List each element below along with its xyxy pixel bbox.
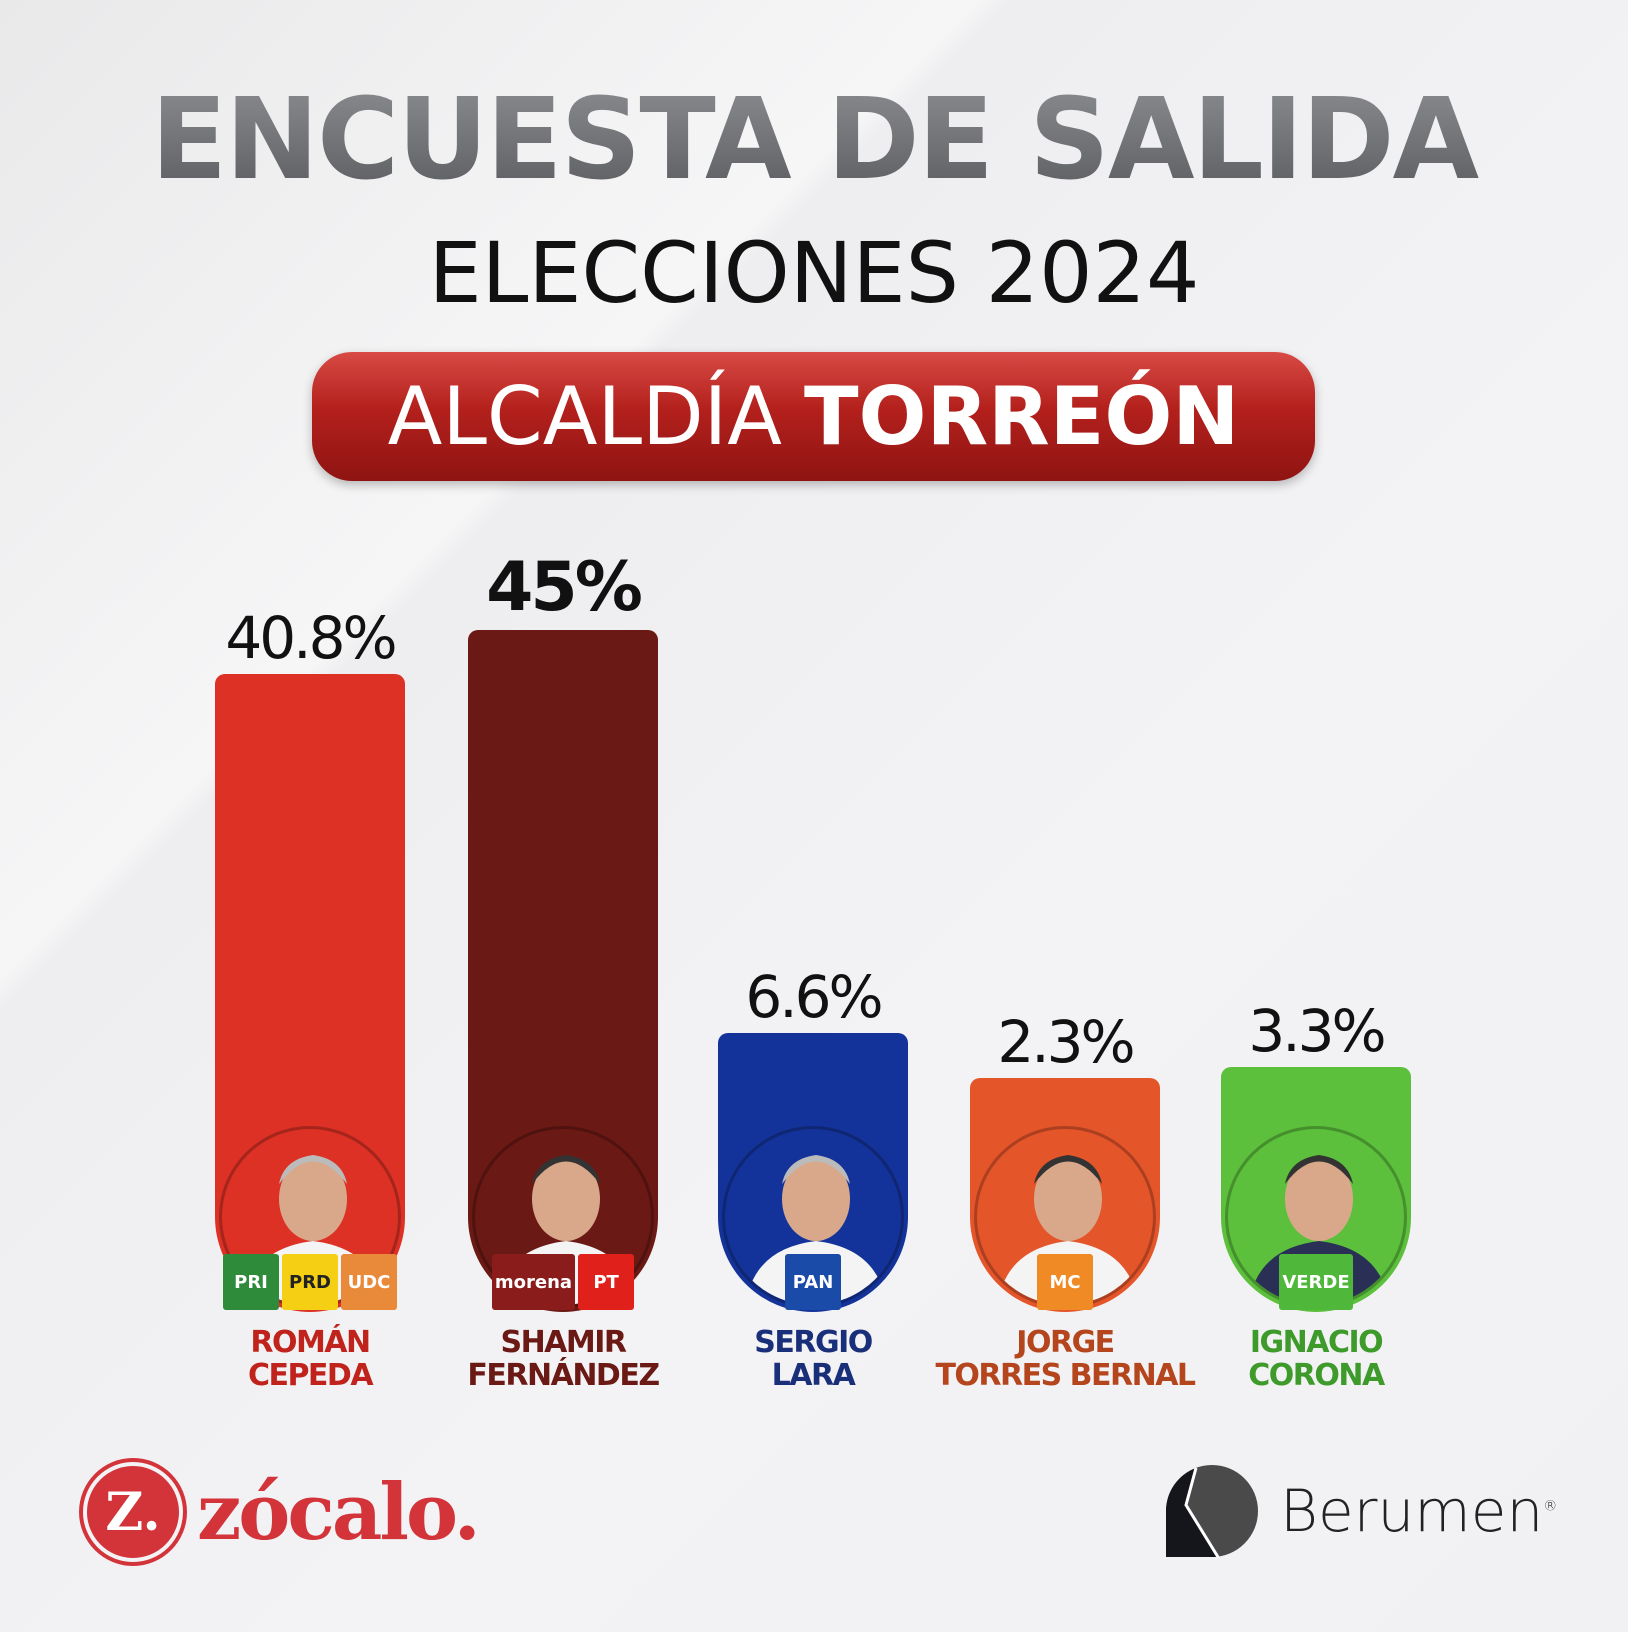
party-logo-prd: PRD [282,1254,338,1310]
party-logos-4: MC [970,1254,1160,1310]
berumen-logo: Berumen® [1166,1465,1557,1557]
party-logo-udc: UDC [341,1254,397,1310]
data-label-2: 45% [486,547,643,627]
party-logo-pt: PT [578,1254,635,1310]
candidate-first-name: SERGIO [754,1325,873,1360]
candidate-first-name: ROMÁN [250,1325,371,1360]
berumen-logo-text: Berumen [1280,1477,1544,1545]
berumen-logo-icon [1166,1465,1258,1557]
party-logos-3: PAN [718,1254,908,1310]
candidate-name-4: JORGE TORRES BERNAL [915,1326,1215,1392]
party-logos-1: PRI PRD UDC [215,1254,405,1310]
zocalo-logo-text: zócalo. [197,1466,481,1558]
candidate-last-name: LARA [771,1358,856,1393]
zocalo-logo-mark: Z. [83,1462,183,1562]
party-logos-2: morena PT [468,1254,658,1310]
party-logo-pan: PAN [785,1254,841,1310]
data-label-1: 40.8% [225,603,397,672]
candidate-name-3: SERGIO LARA [663,1326,963,1392]
region-banner: ALCALDÍA TORREÓN [312,352,1315,481]
candidate-last-name: CEPEDA [247,1358,374,1393]
party-logo-verde: VERDE [1279,1254,1353,1310]
bar-chart: 40.8% PRI PRD UDC ROMÁN CEPEDA 45% morena PT SHAM… [160,547,1466,1392]
subtitle: ELECCIONES 2024 [428,224,1200,322]
candidate-last-name: FERNÁNDEZ [467,1358,660,1393]
zocalo-logo: Z. zócalo. [83,1462,481,1562]
candidate-first-name: JORGE [1016,1325,1115,1360]
data-label-4: 2.3% [997,1007,1135,1076]
candidate-name-1: ROMÁN CEPEDA [160,1326,460,1392]
region-prefix: ALCALDÍA [387,370,782,463]
party-logos-5: VERDE [1221,1254,1411,1310]
registered-mark: ® [1543,1498,1558,1515]
candidate-first-name: IGNACIO [1249,1325,1384,1360]
candidate-last-name: CORONA [1248,1358,1385,1393]
party-logo-mc: MC [1037,1254,1093,1310]
candidate-name-2: SHAMIR FERNÁNDEZ [413,1326,713,1392]
data-label-5: 3.3% [1248,997,1386,1066]
party-logo-pri: PRI [223,1254,279,1310]
candidate-last-name: TORRES BERNAL [935,1358,1196,1393]
party-logo-morena: morena [491,1254,576,1310]
region-name: TORREÓN [803,370,1240,463]
data-label-3: 6.6% [745,962,883,1031]
main-title: ENCUESTA DE SALIDA [0,80,1628,200]
candidate-first-name: SHAMIR [500,1325,627,1360]
candidate-name-5: IGNACIO CORONA [1166,1326,1466,1392]
